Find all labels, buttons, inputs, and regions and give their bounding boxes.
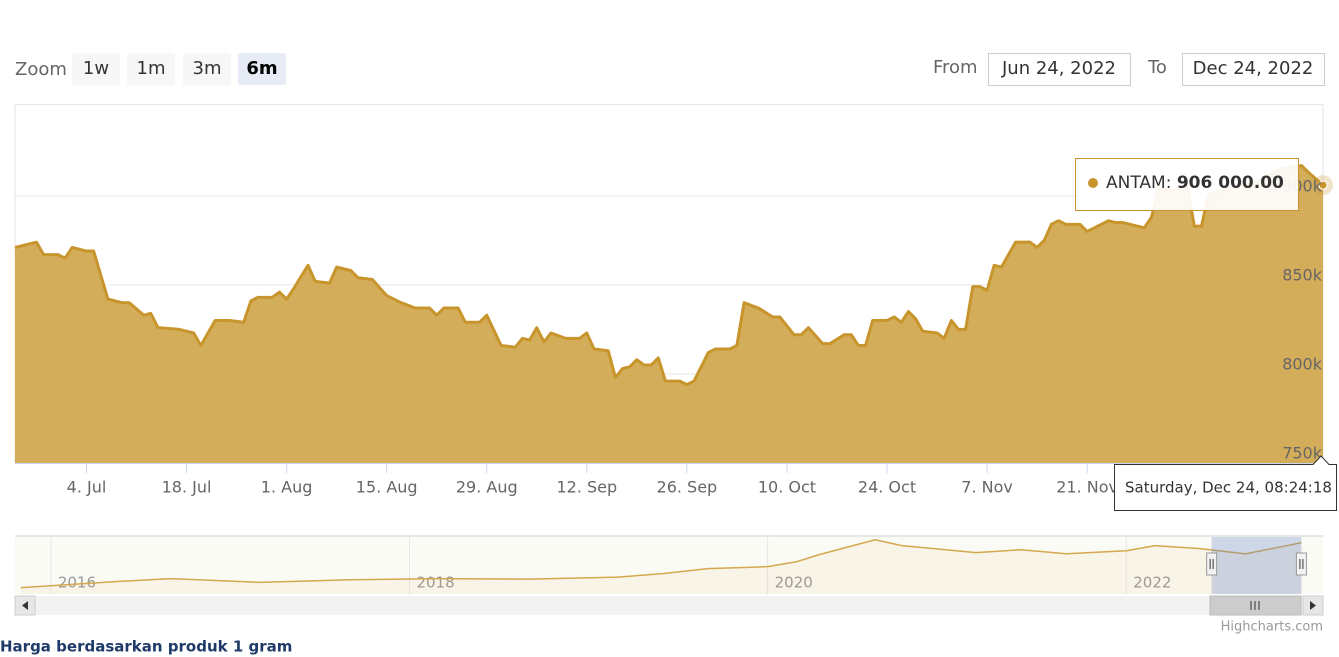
x-tick-label: 15. Aug — [356, 478, 418, 497]
navigator-handle[interactable] — [1206, 552, 1218, 576]
zoom-label: Zoom — [15, 59, 67, 80]
arrow-right — [1310, 601, 1316, 610]
navigator-tick-label: 2020 — [775, 574, 813, 592]
x-tick-label: 29. Aug — [456, 478, 518, 497]
to-label: To — [1147, 57, 1167, 78]
zoom-button-label[interactable]: 1m — [137, 58, 166, 79]
tooltip-dot — [1088, 178, 1098, 188]
navigator-mask — [1211, 537, 1302, 594]
navigator-handle[interactable] — [1295, 552, 1307, 576]
tooltip-text: ANTAM: 906 000.00 — [1106, 173, 1284, 193]
y-tick-label: 750k — [1282, 444, 1323, 463]
grip — [1250, 601, 1260, 610]
handle-grip — [1209, 559, 1214, 569]
x-tick-label: 7. Nov — [961, 478, 1013, 497]
zoom-button[interactable] — [72, 53, 120, 85]
navigator-tick-label: 2016 — [58, 574, 96, 592]
tooltips: ANTAM: 906 000.00 Saturday, Dec 24, 08:2… — [1075, 158, 1337, 511]
zoom-button-label[interactable]: 6m — [246, 58, 277, 79]
arrow-left — [22, 601, 28, 610]
scrollbar-track[interactable] — [15, 596, 1323, 615]
from-input[interactable] — [988, 53, 1131, 86]
zoom-button-label[interactable]: 1w — [83, 58, 109, 79]
credits[interactable]: Highcharts.com — [1221, 620, 1323, 635]
navigator-line — [20, 538, 1302, 589]
y-tick-label: 850k — [1282, 265, 1323, 284]
from-value[interactable]: Jun 24, 2022 — [1001, 58, 1116, 79]
handle-grip — [1299, 559, 1304, 569]
zoom-button[interactable] — [127, 53, 175, 85]
x-tick-label: 1. Aug — [261, 478, 313, 497]
zoom-button[interactable] — [183, 53, 231, 85]
to-value[interactable]: Dec 24, 2022 — [1193, 58, 1314, 79]
x-tick-label: 10. Oct — [758, 478, 816, 497]
tooltip-value: 906 000.00 — [1177, 173, 1284, 193]
area — [15, 165, 1323, 463]
line — [14, 164, 1324, 387]
from-label: From — [933, 57, 978, 78]
navigator: 2016 2018 2020 2022 — [15, 535, 1323, 594]
tooltip-date: Saturday, Dec 24, 08:24:18 — [1125, 479, 1332, 497]
x-tick-label: 18. Jul — [162, 478, 212, 497]
hover-marker — [1318, 180, 1328, 190]
x-tick-label: 24. Oct — [858, 478, 916, 497]
tooltip-series: ANTAM: — [1106, 173, 1171, 193]
navigator-tick-label: 2022 — [1133, 574, 1171, 592]
navigator-bg — [15, 537, 1323, 594]
x-tick-label: 12. Sep — [556, 478, 617, 497]
zoom-button[interactable] — [238, 53, 286, 85]
tooltip-box — [1075, 158, 1299, 211]
x-tick-label: 26. Sep — [657, 478, 718, 497]
date-tooltip-box — [1114, 455, 1337, 511]
x-tick-label: 4. Jul — [67, 478, 107, 497]
to-input[interactable] — [1182, 53, 1325, 86]
x-tick-label: 21. Nov — [1056, 478, 1118, 497]
scrollbar — [14, 595, 1324, 616]
y-tick-label: 800k — [1282, 354, 1323, 373]
footnote: Harga berdasarkan produk 1 gram — [0, 638, 292, 656]
zoom-button-label[interactable]: 3m — [193, 58, 222, 79]
